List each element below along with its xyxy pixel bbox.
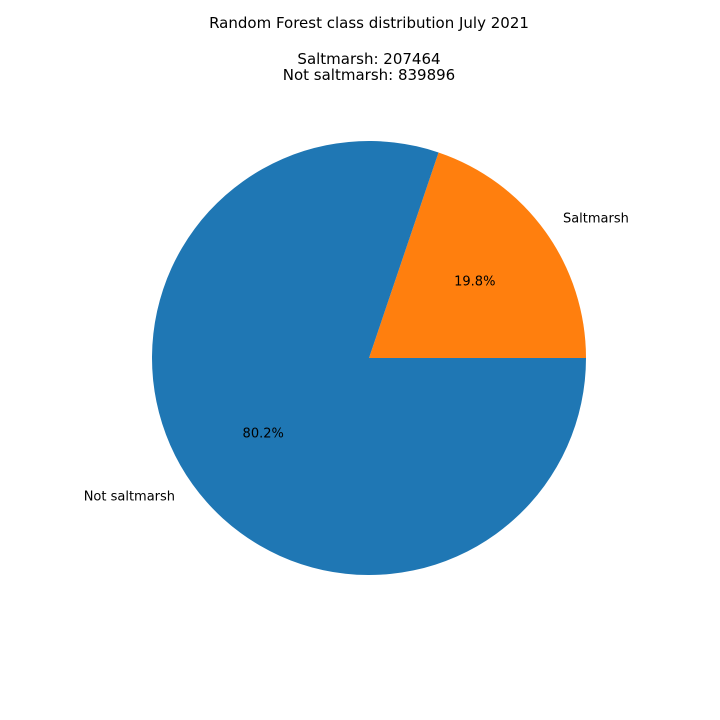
slice-label-not-saltmarsh: Not saltmarsh xyxy=(84,490,175,505)
chart-subtitle-saltmarsh: Saltmarsh: 207464 xyxy=(297,50,440,68)
chart-subtitle-not-saltmarsh: Not saltmarsh: 839896 xyxy=(283,66,455,84)
chart-title: Random Forest class distribution July 20… xyxy=(209,14,529,32)
slice-label-saltmarsh: Saltmarsh xyxy=(563,211,629,226)
slice-percent-not-saltmarsh: 80.2% xyxy=(243,426,284,441)
slice-percent-saltmarsh: 19.8% xyxy=(454,275,495,290)
pie-slice-saltmarsh xyxy=(369,152,586,358)
pie-slice-not-saltmarsh xyxy=(152,141,587,575)
